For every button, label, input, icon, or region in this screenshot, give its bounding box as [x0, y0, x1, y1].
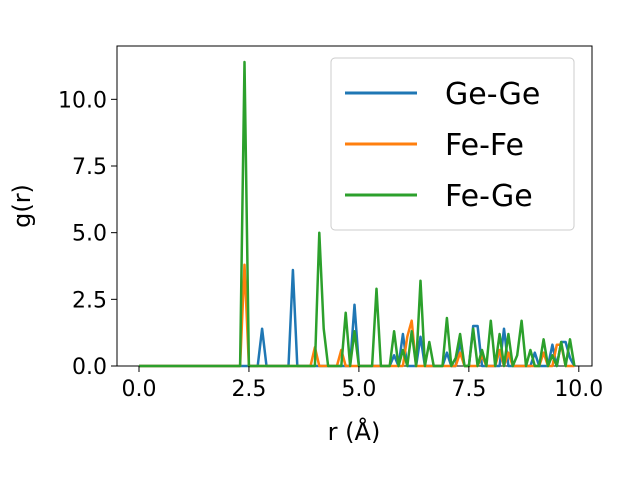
x-tick-label: 0.0 [121, 377, 156, 402]
legend-label-ge-ge: Ge-Ge [445, 77, 540, 112]
series-layer [139, 60, 576, 368]
x-tick-label: 7.5 [451, 377, 486, 402]
y-tick-label: 0.0 [72, 355, 107, 380]
y-axis-label: g(r) [8, 184, 36, 228]
y-tick-label: 2.5 [72, 288, 107, 313]
legend-box [330, 57, 575, 231]
y-tick-label: 5.0 [72, 222, 107, 247]
x-axis-label: r (Å) [328, 417, 381, 446]
legend: Ge-Ge Fe-Fe Fe-Ge [330, 57, 575, 231]
x-tick-label: 2.5 [231, 377, 266, 402]
y-tick-label: 10.0 [58, 88, 107, 113]
x-tick-label: 10.0 [554, 377, 603, 402]
legend-label-fe-ge: Fe-Ge [445, 179, 533, 214]
x-tick-label: 5.0 [341, 377, 376, 402]
legend-label-fe-fe: Fe-Fe [445, 128, 524, 163]
y-tick-label: 7.5 [72, 155, 107, 180]
series-line-fe-ge [139, 60, 576, 368]
axis-layer: 0.0 2.5 5.0 7.5 10.0 0.0 2.5 5.0 7.5 10.0 [58, 88, 603, 402]
